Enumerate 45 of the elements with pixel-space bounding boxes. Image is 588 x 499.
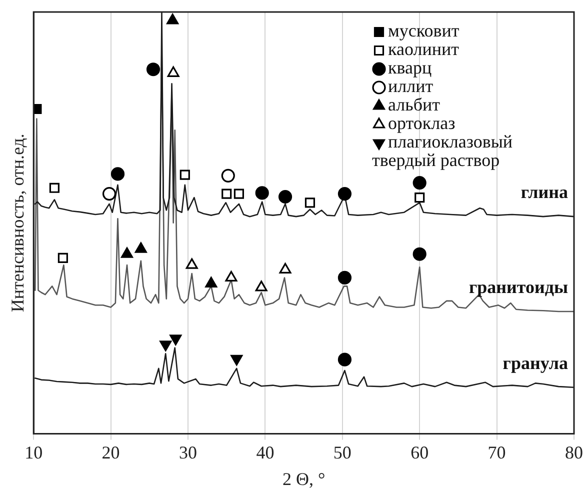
legend-label: каолинит (388, 39, 460, 60)
point (255, 280, 268, 292)
x-tick-label: 60 (410, 442, 429, 462)
x-tick-label: 40 (256, 442, 274, 462)
point (255, 186, 269, 200)
point (121, 247, 134, 258)
point (234, 188, 244, 199)
series-label: глина (520, 182, 568, 202)
x-axis-title: 2 Θ, ° (282, 468, 326, 489)
point (186, 258, 198, 269)
x-tick-label: 10 (24, 442, 43, 462)
point (146, 62, 160, 76)
point (102, 186, 116, 201)
legend-label: иллит (388, 76, 434, 96)
legend-label: плагиоклазовый твердый раствор (372, 132, 513, 170)
x-tick-label: 50 (333, 442, 352, 462)
legend-label: мусковит (388, 20, 460, 41)
point (414, 192, 425, 203)
y-axis-title: Интенсивность, отн.ед. (8, 134, 28, 312)
point (279, 262, 292, 274)
point (110, 167, 125, 181)
point (205, 276, 218, 288)
legend-label: кварц (388, 58, 432, 78)
point (412, 247, 426, 261)
point (338, 186, 352, 201)
x-tick-label: 80 (565, 442, 583, 462)
point (134, 242, 147, 253)
point (49, 182, 60, 193)
series-label: гранитоиды (468, 277, 568, 298)
point (221, 168, 235, 182)
series-label: гранула (502, 353, 568, 374)
x-tick-label: 20 (102, 442, 120, 462)
point (338, 270, 352, 285)
legend-label: альбит (388, 94, 440, 115)
point (412, 176, 426, 190)
legend-label: ортоклаз (388, 113, 456, 134)
point (278, 190, 292, 204)
x-tick-label: 30 (179, 442, 197, 462)
point (180, 170, 190, 180)
x-tick-label: 70 (488, 442, 506, 462)
point (222, 188, 232, 199)
point (225, 270, 238, 282)
point (304, 198, 316, 208)
point (58, 252, 68, 263)
point (338, 352, 352, 366)
